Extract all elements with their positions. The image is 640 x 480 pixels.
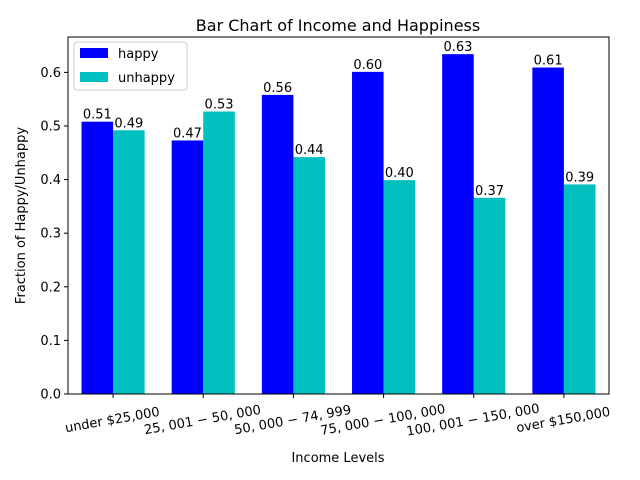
y-axis-label: Fraction of Happy/Unhappy — [14, 127, 29, 304]
bar-label-happy-4: 0.63 — [443, 40, 472, 55]
bar-happy-5 — [532, 67, 564, 395]
legend-label-happy: happy — [118, 47, 159, 62]
bar-label-happy-0: 0.51 — [83, 108, 112, 123]
y-tick-label: 0.6 — [40, 66, 61, 81]
legend-swatch-happy — [80, 48, 108, 58]
bar-unhappy-2 — [293, 157, 325, 394]
chart-title: Bar Chart of Income and Happiness — [196, 16, 480, 35]
y-tick-label: 0.2 — [40, 280, 61, 295]
bar-label-unhappy-2: 0.44 — [295, 143, 324, 158]
bar-unhappy-4 — [473, 197, 506, 394]
bar-label-unhappy-3: 0.40 — [385, 166, 414, 181]
bar-happy-2 — [261, 94, 294, 394]
bar-unhappy-5 — [563, 184, 596, 394]
bar-label-happy-3: 0.60 — [353, 58, 382, 73]
bar-label-unhappy-0: 0.49 — [114, 116, 143, 131]
y-tick-label: 0.1 — [40, 334, 61, 349]
bar-happy-0 — [81, 121, 114, 394]
y-tick-label: 0.0 — [40, 388, 61, 403]
y-tick-label: 0.3 — [40, 227, 61, 242]
x-axis-label: Income Levels — [291, 451, 384, 466]
bar-happy-3 — [352, 71, 384, 394]
legend-label-unhappy: unhappy — [118, 71, 175, 86]
y-axis: 0.0 0.1 0.2 0.3 0.4 0.5 0.6 — [40, 66, 68, 403]
bar-label-unhappy-5: 0.39 — [565, 170, 594, 185]
bar-unhappy-0 — [113, 130, 145, 394]
bar-unhappy-3 — [383, 180, 416, 394]
bar-label-happy-1: 0.47 — [173, 126, 202, 141]
bar-happy-4 — [442, 54, 474, 395]
bar-happy-1 — [171, 140, 204, 394]
bars-layer — [81, 54, 596, 395]
bar-label-happy-5: 0.61 — [534, 54, 563, 69]
bar-label-unhappy-1: 0.53 — [205, 98, 234, 113]
bar-labels-layer: 0.51 0.47 0.56 0.60 0.63 0.61 0.49 0.53 0.44 0.40… — [83, 40, 594, 199]
legend: happy unhappy — [73, 41, 188, 91]
bar-label-happy-2: 0.56 — [263, 81, 292, 96]
y-tick-label: 0.5 — [40, 119, 61, 134]
y-tick-label: 0.4 — [40, 173, 61, 188]
plot-frame — [67, 36, 610, 395]
legend-swatch-unhappy — [80, 72, 108, 82]
bar-label-unhappy-4: 0.37 — [475, 184, 504, 199]
bar-unhappy-1 — [203, 111, 235, 394]
